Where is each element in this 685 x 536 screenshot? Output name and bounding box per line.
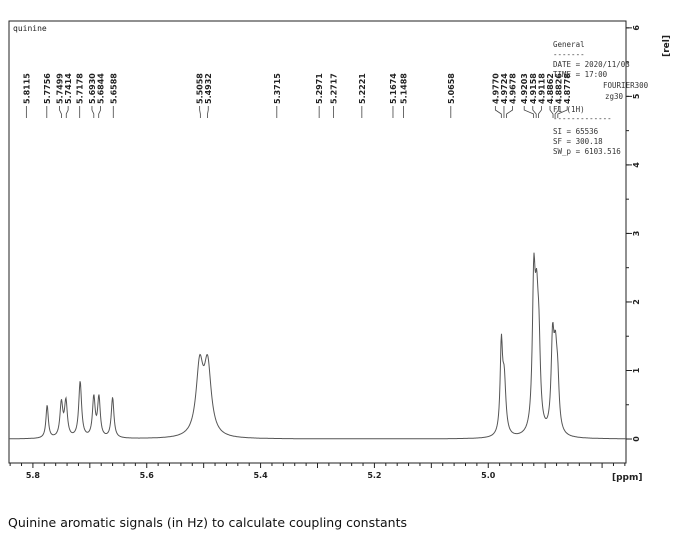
peak-label: 5.6844	[97, 73, 106, 104]
peak-label: 5.1674	[389, 73, 398, 104]
y-tick-label: 2	[632, 299, 641, 305]
parameter-line: TIME = 17:00	[553, 70, 608, 79]
parameter-line: FOURIER300	[603, 81, 649, 90]
peak-label-leader	[199, 106, 201, 118]
parameter-line: General	[553, 40, 585, 49]
peak-label: 4.9158	[529, 73, 538, 104]
parameter-line: -------	[553, 50, 585, 59]
x-axis-label: [ppm]	[612, 473, 643, 483]
peak-label-leader	[554, 106, 559, 118]
x-tick-label: 5.4	[253, 471, 268, 480]
peak-label: 4.9678	[509, 73, 518, 104]
peak-label-leader	[98, 106, 101, 118]
peak-label-leader	[557, 106, 568, 118]
parameter-line: -------------	[553, 114, 612, 123]
parameter-line: SW_p = 6103.516	[553, 147, 621, 156]
y-tick-label: 0	[632, 436, 641, 442]
parameter-line: zg30	[605, 92, 624, 101]
y-tick-label: 6	[632, 25, 641, 31]
peak-label-leader	[538, 106, 542, 118]
peak-label-leader	[207, 106, 209, 118]
parameter-line: SF = 300.18	[553, 137, 603, 146]
peak-label: 5.0658	[447, 73, 456, 104]
figure-caption: Quinine aromatic signals (in Hz) to calc…	[8, 515, 407, 530]
peak-label: 4.9118	[537, 73, 546, 104]
y-tick-label: 3	[632, 231, 641, 237]
peak-label-leader	[506, 106, 513, 118]
peak-label: 4.9724	[500, 73, 509, 104]
plot-title: quinine	[13, 24, 47, 33]
parameter-line: F1 (1H)	[553, 105, 585, 114]
x-tick-label: 5.2	[367, 471, 381, 480]
peak-label: 5.7178	[76, 73, 85, 104]
peak-label: 4.8826	[555, 73, 564, 104]
peak-label: 5.1488	[400, 73, 409, 104]
x-tick-label: 5.0	[481, 471, 496, 480]
peak-label: 4.9203	[520, 73, 529, 104]
peak-label-leader	[532, 106, 537, 118]
peak-label: 5.2971	[315, 73, 324, 104]
peak-label-leader	[494, 106, 502, 118]
peak-label: 5.4932	[204, 73, 213, 104]
peak-label: 4.8862	[546, 73, 555, 104]
peak-label: 5.7756	[43, 73, 52, 104]
peak-label: 4.9770	[491, 73, 500, 104]
spectrum-trace	[9, 252, 626, 440]
peak-label: 5.7414	[64, 73, 73, 104]
peak-label: 5.5058	[196, 73, 205, 104]
parameter-line: DATE = 2020/11/03	[553, 60, 630, 69]
y-tick-label: 4	[632, 162, 641, 168]
y-tick-label: 5	[632, 93, 641, 99]
peak-label-leader	[65, 106, 69, 118]
peak-label: 5.6588	[109, 73, 118, 104]
parameter-line: SI = 65536	[553, 127, 599, 136]
x-tick-label: 5.8	[26, 471, 41, 480]
peak-label-leader	[91, 106, 95, 118]
y-tick-label: 1	[632, 367, 641, 373]
y-axis-label: [rel]	[662, 35, 672, 57]
peak-label: 5.3715	[273, 73, 282, 104]
peak-label: 5.7499	[56, 73, 65, 104]
peak-label-leader	[59, 106, 62, 118]
peak-labels: 5.8115 5.7756 5.7499 5.7414 5.7178 5.6930 5.68…	[22, 73, 572, 118]
peak-label: 5.8115	[22, 73, 31, 104]
peak-label: 5.2221	[358, 73, 367, 104]
peak-label-leader	[549, 106, 554, 118]
peak-label-leader	[523, 106, 535, 118]
y-axis: 0 1 2 3 4 5 6	[626, 25, 641, 442]
peak-label: 4.8778	[563, 73, 572, 104]
x-axis: 5.8 5.6 5.4 5.2 5.0	[9, 463, 626, 480]
x-tick-label: 5.6	[140, 471, 155, 480]
peak-label: 5.6930	[88, 73, 97, 104]
peak-label: 5.2717	[330, 73, 339, 104]
